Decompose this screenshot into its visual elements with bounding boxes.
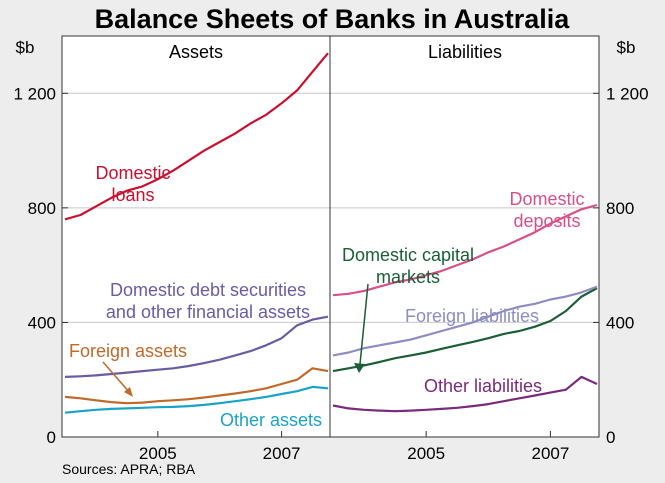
- y-unit-left: $b: [16, 38, 35, 57]
- plot-frame: [61, 35, 600, 438]
- y-tick-label-left-0: 0: [47, 428, 56, 447]
- y-tick-label-left-2: 800: [28, 199, 56, 218]
- series-label-domestic-loans: Domestic loans: [95, 163, 170, 205]
- foreign-assets-arrow: [102, 361, 133, 397]
- y-tick-label-right-1: 400: [606, 313, 634, 332]
- series-label-other-liabilities: Other liabilities: [424, 376, 542, 396]
- x-tick-label-1-0: 2005: [407, 444, 445, 463]
- x-tick-label-1-1: 2007: [531, 444, 569, 463]
- series-label-domestic-debt-securities-and-other-financial-assets: Domestic debt securities and other financ…: [106, 280, 310, 322]
- y-tick-label-left-3: 1 200: [13, 84, 56, 103]
- series-labels: Domestic loans Domestic debt securities and…: [69, 163, 585, 430]
- series-label-other-assets: Other assets: [220, 410, 322, 430]
- y-tick-label-right-0: 0: [606, 428, 615, 447]
- y-tick-label-left-1: 400: [28, 313, 56, 332]
- y-unit-right: $b: [617, 38, 636, 57]
- series-line-domestic-capital-markets: [332, 287, 598, 373]
- series-label-foreign-liabilities: Foreign liabilities: [405, 306, 539, 326]
- y-tick-label-right-2: 800: [606, 199, 634, 218]
- series-label-foreign-assets: Foreign assets: [69, 341, 187, 361]
- series-line-domestic-loans: [64, 52, 329, 221]
- domestic-capital-markets-arrow: [354, 283, 369, 373]
- series-line-other-assets: [64, 385, 329, 414]
- series-layer: [64, 52, 598, 414]
- series-line-domestic-debt-securities-and-other-financial-assets: [64, 315, 329, 378]
- x-tick-label-0-1: 2007: [263, 444, 301, 463]
- series-line-domestic-deposits: [332, 203, 598, 297]
- y-tick-label-right-3: 1 200: [606, 84, 649, 103]
- axes: 0 0 400 400 800 800 1 200 1 200 2005 2007 2005 2007: [13, 84, 648, 463]
- panel-label-liabilities: Liabilities: [428, 42, 502, 62]
- series-label-domestic-capital-markets: Domestic capital markets: [342, 245, 474, 287]
- series-label-domestic-deposits: Domestic deposits: [509, 189, 584, 231]
- series-line-other-liabilities: [332, 375, 598, 413]
- source-note: Sources: APRA; RBA: [62, 461, 196, 477]
- x-tick-label-0-0: 2005: [139, 444, 177, 463]
- series-line-foreign-assets: [64, 367, 329, 405]
- series-line-foreign-liabilities: [332, 285, 598, 357]
- panel-label-assets: Assets: [169, 42, 223, 62]
- chart-title: Balance Sheets of Banks in Australia: [95, 4, 571, 34]
